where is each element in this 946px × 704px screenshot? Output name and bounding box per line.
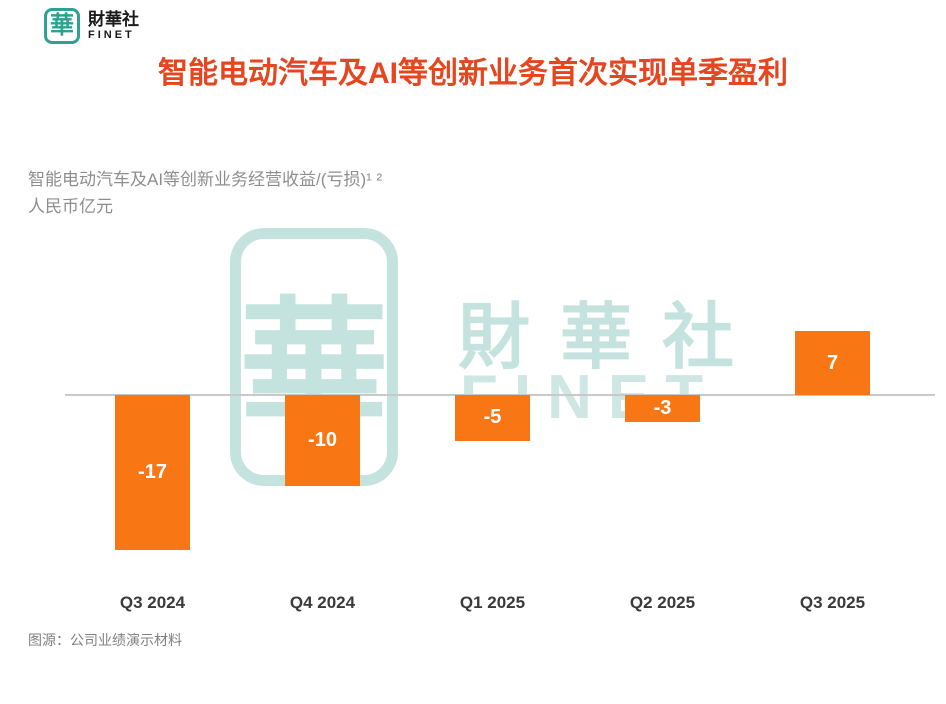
chart-subtitle: 智能电动汽车及AI等创新业务经营收益/(亏损)¹ ² 人民币亿元	[28, 166, 382, 220]
category-label-q4-2024: Q4 2024	[289, 593, 356, 612]
source-note: 图源：公司业绩演示材料	[28, 632, 182, 648]
chart-title: 智能电动汽车及AI等创新业务首次实现单季盈利	[158, 57, 788, 90]
bar-q3-2024: -17	[115, 395, 190, 550]
bar-q3-2025: 7	[795, 331, 870, 395]
bar-value-label: -10	[308, 429, 337, 451]
brand-subname: FINET	[88, 29, 135, 41]
brand-text: 財華社 FINET	[88, 10, 139, 42]
bar-q4-2024: -10	[285, 395, 360, 486]
bar-value-label: -5	[483, 406, 502, 429]
bar-value-label: 7	[826, 351, 839, 374]
subtitle-line2: 人民币亿元	[28, 197, 113, 216]
bar-value-label: -17	[138, 460, 167, 483]
subtitle-line1: 智能电动汽车及AI等创新业务经营收益/(亏损)¹ ²	[28, 170, 383, 189]
brand-header: 華 財華社 FINET	[44, 8, 139, 44]
category-label-q3-2025: Q3 2025	[799, 593, 866, 612]
category-label-q3-2024: Q3 2024	[119, 593, 186, 612]
bar-q2-2025: -3	[625, 395, 700, 423]
category-label-q1-2025: Q1 2025	[459, 593, 526, 612]
bar-value-label: -3	[653, 397, 672, 420]
category-label-q2-2025: Q2 2025	[629, 593, 696, 612]
logo-glyph: 華	[50, 12, 74, 39]
brand-name: 財華社	[88, 10, 139, 29]
bar-q1-2025: -5	[455, 395, 530, 441]
bar-chart: -17 Q3 2024 -10 Q4 2024 -5 Q1 2025 -3 Q2 2025 7 Q…	[65, 230, 935, 630]
finet-seal-icon: 華	[44, 8, 80, 44]
